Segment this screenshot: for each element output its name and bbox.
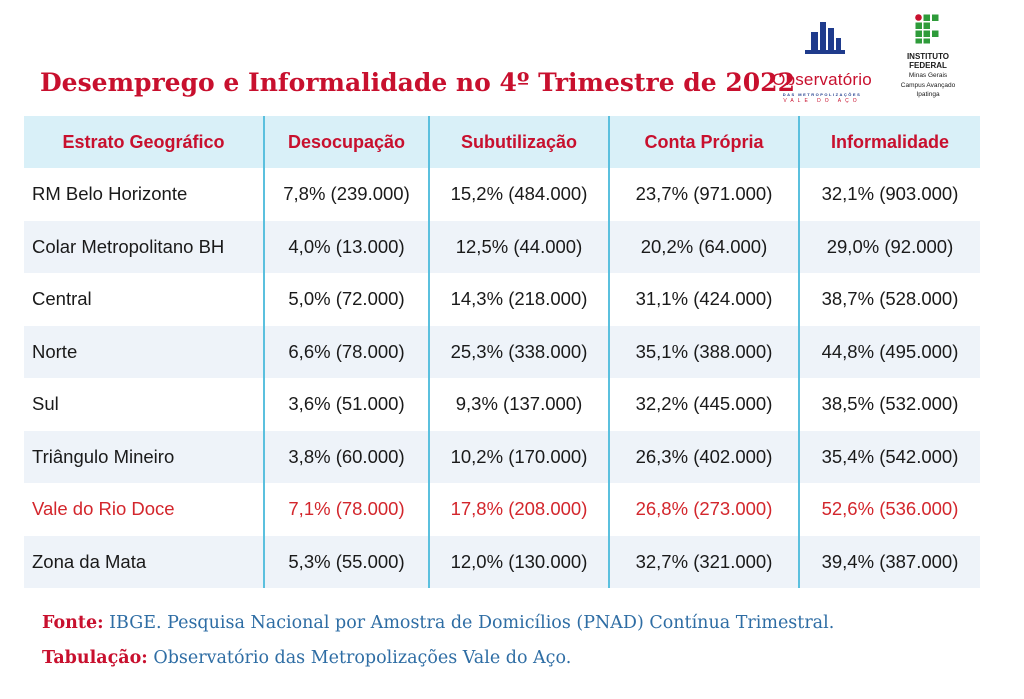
cell-informalidade: 29,0% (92.000) — [798, 220, 980, 273]
source-label: Fonte: — [42, 613, 104, 633]
row-region: Colar Metropolitano BH — [24, 220, 264, 273]
cell-informalidade: 38,7% (528.000) — [798, 273, 980, 326]
cell-desocupacao: 6,6% (78.000) — [263, 325, 429, 378]
cell-conta-propria: 32,2% (445.000) — [608, 378, 799, 431]
cell-subutilizacao: 17,8% (208.000) — [428, 483, 609, 536]
row-region: RM Belo Horizonte — [32, 183, 188, 205]
cell-subutilizacao: 15,2% (484.000) — [428, 168, 609, 221]
observatorio-logo: Observatório DAS METROPOLIZAÇÕES VALE DO… — [760, 18, 884, 108]
table-row: Zona da Mata 5,3% (55.000) 12,0% (130.00… — [24, 535, 980, 588]
cell-desocupacao: 5,3% (55.000) — [263, 535, 429, 588]
row-region: Triângulo Mineiro — [24, 430, 264, 483]
row-region: Sul — [32, 393, 59, 415]
if-logo-line1: INSTITUTO — [906, 52, 950, 61]
cell-informalidade: 44,8% (495.000) — [798, 325, 980, 378]
table-row: Triângulo Mineiro 3,8% (60.000) 10,2% (1… — [24, 430, 980, 483]
cell-informalidade: 32,1% (903.000) — [798, 168, 980, 221]
cell-subutilizacao: 14,3% (218.000) — [428, 273, 609, 326]
row-region: Vale do Rio Doce — [32, 498, 175, 520]
header-informalidade: Informalidade — [798, 116, 980, 168]
table-row-highlighted: Vale do Rio Doce 7,1% (78.000) 17,8% (20… — [24, 483, 980, 536]
source-text: IBGE. Pesquisa Nacional por Amostra de D… — [109, 613, 835, 633]
table-row: Norte 6,6% (78.000) 25,3% (338.000) 35,1… — [24, 325, 980, 378]
row-region: Norte — [24, 325, 264, 378]
if-logo-line3: Minas Gerais — [908, 72, 948, 79]
table-row: RM Belo Horizonte 7,8% (239.000) 15,2% (… — [24, 168, 980, 221]
buildings-icon — [805, 22, 845, 54]
header-desocupacao: Desocupação — [263, 116, 429, 168]
cell-subutilizacao: 12,5% (44.000) — [428, 220, 609, 273]
page-title: Desemprego e Informalidade no 4º Trimest… — [40, 68, 795, 97]
cell-desocupacao: 4,0% (13.000) — [263, 220, 429, 273]
cell-desocupacao: 7,1% (78.000) — [263, 483, 429, 536]
cell-conta-propria: 26,3% (402.000) — [608, 430, 799, 483]
cell-informalidade: 38,5% (532.000) — [798, 378, 980, 431]
cell-conta-propria: 31,1% (424.000) — [608, 273, 799, 326]
observatorio-logo-name: Observatório — [772, 70, 872, 89]
cell-subutilizacao: 12,0% (130.000) — [428, 535, 609, 588]
table-row: Central 5,0% (72.000) 14,3% (218.000) 31… — [24, 273, 980, 326]
tabulation-note: Tabulação: Observatório das Metropolizaç… — [42, 648, 571, 668]
table-header-row: Estrato Geográfico Desocupação Subutiliz… — [24, 116, 980, 168]
if-logo-line4: Campus Avançado — [900, 82, 956, 89]
tabulation-label: Tabulação: — [42, 648, 148, 668]
observatorio-logo-line2: VALE DO AÇO — [783, 98, 861, 104]
cell-subutilizacao: 9,3% (137.000) — [428, 378, 609, 431]
table-row: Colar Metropolitano BH 4,0% (13.000) 12,… — [24, 220, 980, 273]
instituto-federal-logo: INSTITUTO FEDERAL Minas Gerais Campus Av… — [893, 14, 963, 114]
cell-informalidade: 39,4% (387.000) — [798, 535, 980, 588]
cell-conta-propria: 23,7% (971.000) — [608, 168, 799, 221]
header-subutilizacao: Subutilização — [428, 116, 609, 168]
cell-conta-propria: 26,8% (273.000) — [608, 483, 799, 536]
row-region: Zona da Mata — [24, 535, 264, 588]
cell-subutilizacao: 25,3% (338.000) — [428, 325, 609, 378]
cell-desocupacao: 7,8% (239.000) — [263, 168, 429, 221]
observatorio-logo-line1: DAS METROPOLIZAÇÕES — [782, 92, 862, 97]
header-estrato: Estrato Geográfico — [24, 116, 264, 168]
cell-conta-propria: 32,7% (321.000) — [608, 535, 799, 588]
table-row: Sul 3,6% (51.000) 9,3% (137.000) 32,2% (… — [24, 378, 980, 431]
cell-desocupacao: 3,8% (60.000) — [263, 430, 429, 483]
row-region: Central — [32, 288, 92, 310]
cell-informalidade: 52,6% (536.000) — [798, 483, 980, 536]
cell-desocupacao: 5,0% (72.000) — [263, 273, 429, 326]
cell-informalidade: 35,4% (542.000) — [798, 430, 980, 483]
data-table: Estrato Geográfico Desocupação Subutiliz… — [24, 116, 980, 588]
header-conta-propria: Conta Própria — [608, 116, 799, 168]
if-grid-icon — [915, 14, 939, 44]
cell-subutilizacao: 10,2% (170.000) — [428, 430, 609, 483]
cell-desocupacao: 3,6% (51.000) — [263, 378, 429, 431]
cell-conta-propria: 35,1% (388.000) — [608, 325, 799, 378]
if-logo-line2: FEDERAL — [909, 61, 947, 70]
source-note: Fonte: IBGE. Pesquisa Nacional por Amost… — [42, 613, 834, 633]
tabulation-text: Observatório das Metropolizações Vale do… — [153, 648, 572, 668]
if-logo-line5: Ipatinga — [916, 91, 940, 98]
cell-conta-propria: 20,2% (64.000) — [608, 220, 799, 273]
